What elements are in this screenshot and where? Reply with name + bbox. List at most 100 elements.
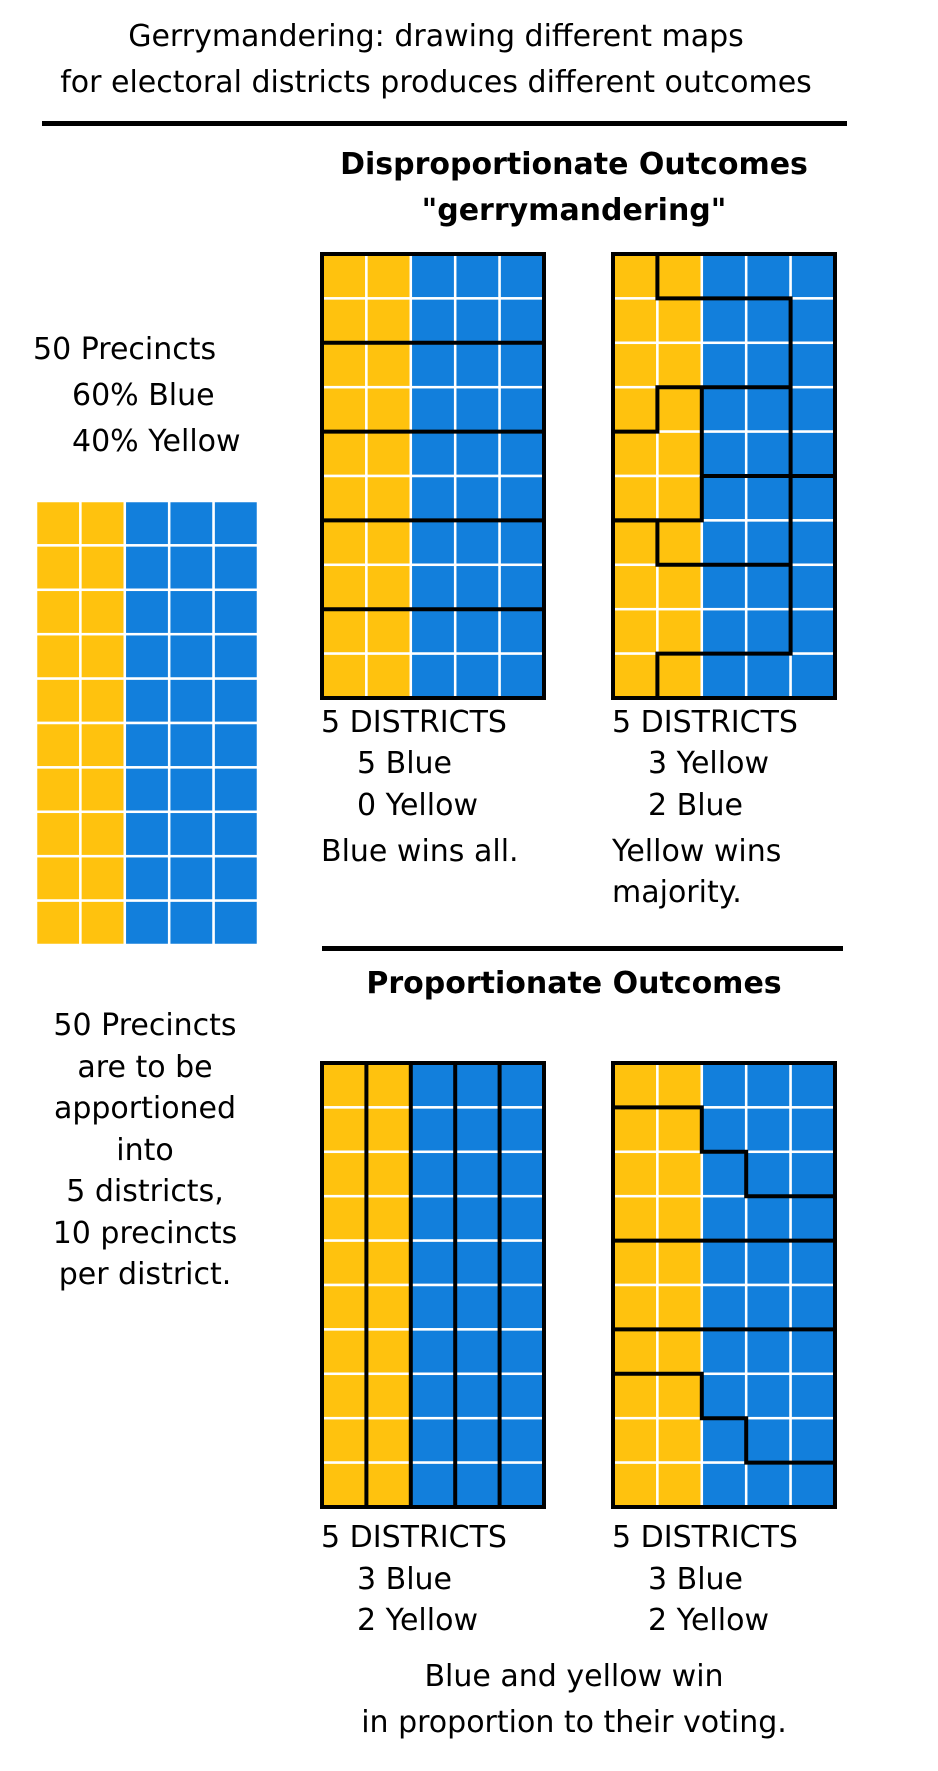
yellow-precinct	[320, 1106, 368, 1154]
blue-precinct	[498, 1372, 546, 1420]
blue-precinct	[409, 563, 457, 611]
blue-precinct	[498, 1194, 546, 1242]
blue-precinct	[700, 1328, 748, 1376]
yellow-precinct	[365, 385, 413, 433]
blue-precinct	[212, 632, 260, 680]
map2-caption-2: majority.	[612, 875, 742, 910]
blue-precinct	[498, 1106, 546, 1154]
blue-precinct	[789, 1461, 837, 1509]
blue-precinct	[409, 341, 457, 389]
yellow-precinct	[611, 1106, 659, 1154]
yellow-precinct	[656, 1239, 704, 1287]
blue-precinct	[212, 588, 260, 636]
yellow-precinct	[365, 252, 413, 300]
map3-districts: 5 DISTRICTS	[321, 1520, 507, 1555]
blue-precinct	[744, 1150, 792, 1198]
disproportionate-heading: Disproportionate Outcomes	[340, 147, 808, 182]
blue-precinct	[744, 297, 792, 345]
yellow-precinct	[611, 519, 659, 567]
blue-precinct	[744, 474, 792, 522]
blue-precinct	[453, 1239, 501, 1287]
blue-precinct	[409, 1328, 457, 1376]
yellow-precinct	[34, 854, 82, 902]
blue-precinct	[498, 474, 546, 522]
district-map-yellow-majority	[611, 252, 837, 700]
blue-precinct	[744, 1372, 792, 1420]
blue-precinct	[409, 1416, 457, 1464]
blue-precinct	[453, 1061, 501, 1109]
yellow-precinct	[365, 563, 413, 611]
blue-precinct	[700, 519, 748, 567]
map-border	[320, 1061, 546, 1509]
yellow-precinct	[656, 1194, 704, 1242]
blue-precinct	[498, 385, 546, 433]
yellow-precinct	[611, 430, 659, 478]
blue-precinct	[789, 1061, 837, 1109]
map1-caption: Blue wins all.	[321, 834, 519, 869]
yellow-precinct	[79, 632, 127, 680]
blue-precinct	[409, 1239, 457, 1287]
blue-precinct	[453, 1106, 501, 1154]
yellow-precinct	[320, 1239, 368, 1287]
blue-precinct	[789, 1372, 837, 1420]
district-boundary	[613, 1371, 835, 1465]
blue-precinct	[123, 588, 171, 636]
blue-precinct	[498, 1239, 546, 1287]
yellow-precinct	[34, 499, 82, 547]
title-line-2: for electoral districts produces differe…	[60, 65, 812, 100]
yellow-precinct	[365, 652, 413, 700]
proportionate-heading: Proportionate Outcomes	[366, 966, 782, 1001]
blue-precinct	[123, 721, 171, 769]
note-line: into	[116, 1132, 174, 1168]
blue-precinct	[498, 1150, 546, 1198]
blue-precinct	[212, 766, 260, 814]
blue-precinct	[744, 1194, 792, 1242]
blue-precinct	[212, 899, 260, 947]
blue-precinct	[744, 1416, 792, 1464]
blue-precinct	[409, 1372, 457, 1420]
blue-precinct	[744, 563, 792, 611]
blue-precinct	[789, 252, 837, 300]
map3-result-2: 2 Yellow	[357, 1603, 478, 1638]
blue-precinct	[409, 1461, 457, 1509]
yellow-precinct	[365, 1328, 413, 1376]
yellow-precinct	[320, 1328, 368, 1376]
blue-precinct	[453, 607, 501, 655]
blue-precinct	[498, 607, 546, 655]
blue-precinct	[409, 652, 457, 700]
blue-precinct	[744, 652, 792, 700]
yellow-precinct	[320, 1283, 368, 1331]
blue-precinct	[700, 1239, 748, 1287]
blue-precinct	[700, 430, 748, 478]
blue-precinct	[789, 607, 837, 655]
yellow-precinct	[656, 297, 704, 345]
yellow-precinct	[656, 385, 704, 433]
yellow-precinct	[365, 297, 413, 345]
blue-precinct	[453, 1416, 501, 1464]
blue-precinct	[744, 607, 792, 655]
note-line: are to be	[77, 1049, 213, 1085]
map-border	[320, 252, 546, 700]
blue-precinct	[498, 1061, 546, 1109]
intro-precincts: 50 Precincts	[33, 332, 217, 367]
yellow-precinct	[656, 1328, 704, 1376]
map2-result-1: 3 Yellow	[648, 746, 769, 781]
map4-districts: 5 DISTRICTS	[612, 1520, 798, 1555]
note-line: per district.	[58, 1257, 232, 1292]
blue-precinct	[409, 385, 457, 433]
blue-precinct	[789, 1328, 837, 1376]
title-divider	[42, 121, 847, 126]
blue-precinct	[453, 519, 501, 567]
blue-precinct	[212, 677, 260, 725]
map1-result-2: 0 Yellow	[357, 788, 478, 823]
blue-precinct	[789, 1150, 837, 1198]
section-divider	[322, 946, 843, 951]
yellow-precinct	[611, 1461, 659, 1509]
yellow-precinct	[79, 544, 127, 592]
yellow-precinct	[656, 519, 704, 567]
blue-precinct	[409, 607, 457, 655]
precinct-grid	[34, 499, 260, 947]
blue-precinct	[409, 252, 457, 300]
yellow-precinct	[611, 1328, 659, 1376]
yellow-precinct	[656, 1372, 704, 1420]
